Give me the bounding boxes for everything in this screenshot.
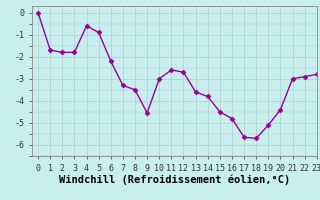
X-axis label: Windchill (Refroidissement éolien,°C): Windchill (Refroidissement éolien,°C) xyxy=(59,174,290,185)
